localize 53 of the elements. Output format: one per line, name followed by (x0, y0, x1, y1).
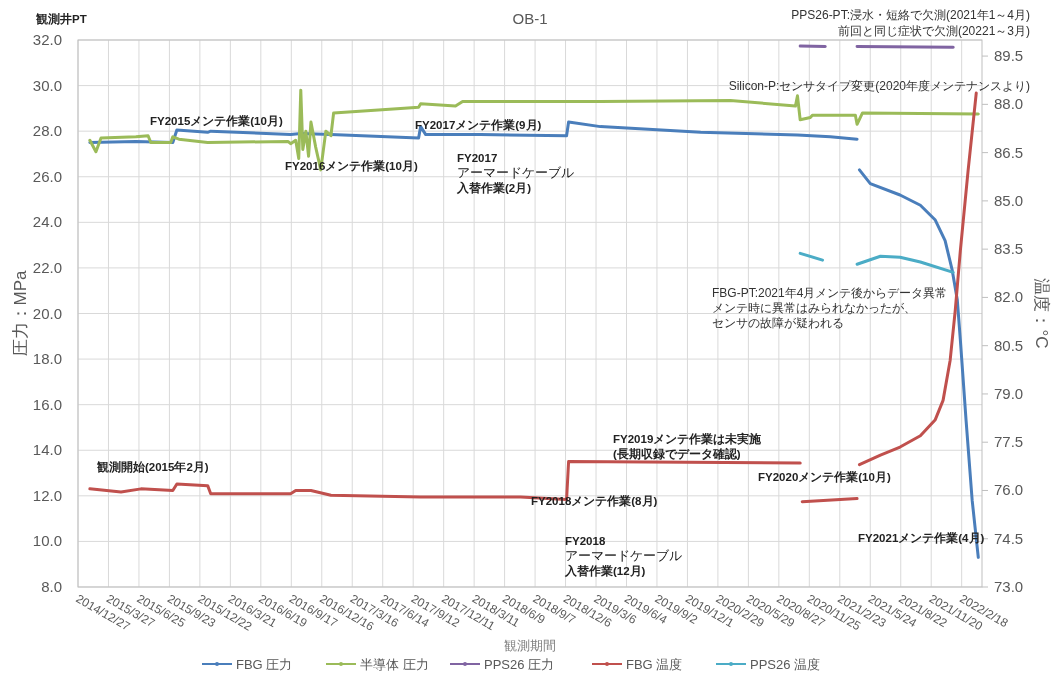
y2-tick-label: 86.5 (994, 143, 1024, 161)
y-tick-label: 10.0 (32, 532, 62, 550)
annotation: (長期収録でデータ確認) (613, 447, 741, 461)
legend-label: PPS26 温度 (750, 657, 821, 672)
legend-label: FBG 温度 (626, 657, 683, 672)
y2-tick-label: 77.5 (994, 433, 1024, 451)
annotation: FY2019メンテ作業は未実施 (613, 432, 763, 446)
annotation: FY2020メンテ作業(10月) (758, 470, 891, 483)
legend-label: FBG 圧力 (236, 657, 293, 672)
y-tick-label: 30.0 (32, 76, 62, 94)
y-tick-label: 16.0 (32, 395, 62, 413)
y-tick-label: 28.0 (32, 122, 62, 140)
annotation: FBG-PT:2021年4月メンテ後からデータ異常 (712, 286, 948, 300)
annotation: Silicon-P:センサタイプ変更(2020年度メンテナンスより) (728, 79, 1030, 93)
y2-tick-label: 74.5 (994, 529, 1024, 547)
y2-tick-label: 85.0 (994, 191, 1024, 209)
annotation: アーマードケーブル (457, 166, 574, 180)
y2-tick-label: 79.0 (994, 384, 1024, 402)
legend-label: PPS26 圧力 (484, 657, 555, 672)
y2-tick-label: 83.5 (994, 240, 1024, 258)
legend-label: 半導体 圧力 (360, 657, 429, 672)
y2-tick-label: 82.0 (994, 288, 1024, 306)
y-tick-label: 26.0 (32, 167, 62, 185)
annotation: 入替作業(12月) (564, 564, 646, 578)
y-tick-label: 22.0 (32, 258, 62, 276)
annotation: センサの故障が疑われる (712, 316, 844, 330)
y-axis-title: 圧力：MPa (11, 269, 30, 357)
y2-axis-title: 温度：°C (1032, 278, 1051, 349)
y-tick-label: 12.0 (32, 486, 62, 504)
y-tick-label: 32.0 (32, 31, 62, 48)
annotation: FY2015メンテ作業(10月) (150, 114, 283, 127)
annotation: 入替作業(2月) (456, 181, 532, 195)
annotation: 観測開始(2015年2月) (96, 460, 209, 474)
y-tick-label: 18.0 (32, 350, 62, 368)
text: 前回と同じ症状で欠測(20221～3月) (837, 24, 1030, 38)
annotation: メンテ時に異常はみられなかったが、 (712, 301, 916, 315)
y2-tick-label: 73.0 (994, 578, 1024, 595)
y2-tick-label: 88.0 (994, 95, 1024, 113)
y2-tick-label: 76.0 (994, 481, 1024, 499)
annotation: FY2018 (565, 535, 606, 547)
y2-tick-label: 80.5 (994, 336, 1024, 354)
annotation: FY2017メンテ作業(9月) (415, 118, 542, 131)
text: PPS26-PT:浸水・短絡で欠測(2021年1～4月) (791, 8, 1030, 22)
y2-tick-label: 89.5 (994, 47, 1024, 65)
y-tick-label: 8.0 (41, 578, 62, 595)
y-tick-label: 20.0 (32, 304, 62, 322)
annotation: FY2017 (457, 152, 498, 164)
y-tick-label: 24.0 (32, 213, 62, 231)
x-axis-title: 観測期間 (504, 638, 556, 653)
annotation: アーマードケーブル (565, 549, 682, 563)
y-tick-label: 14.0 (32, 441, 62, 459)
text: 観測井PT (35, 12, 87, 25)
chart-title: OB-1 (512, 10, 548, 27)
